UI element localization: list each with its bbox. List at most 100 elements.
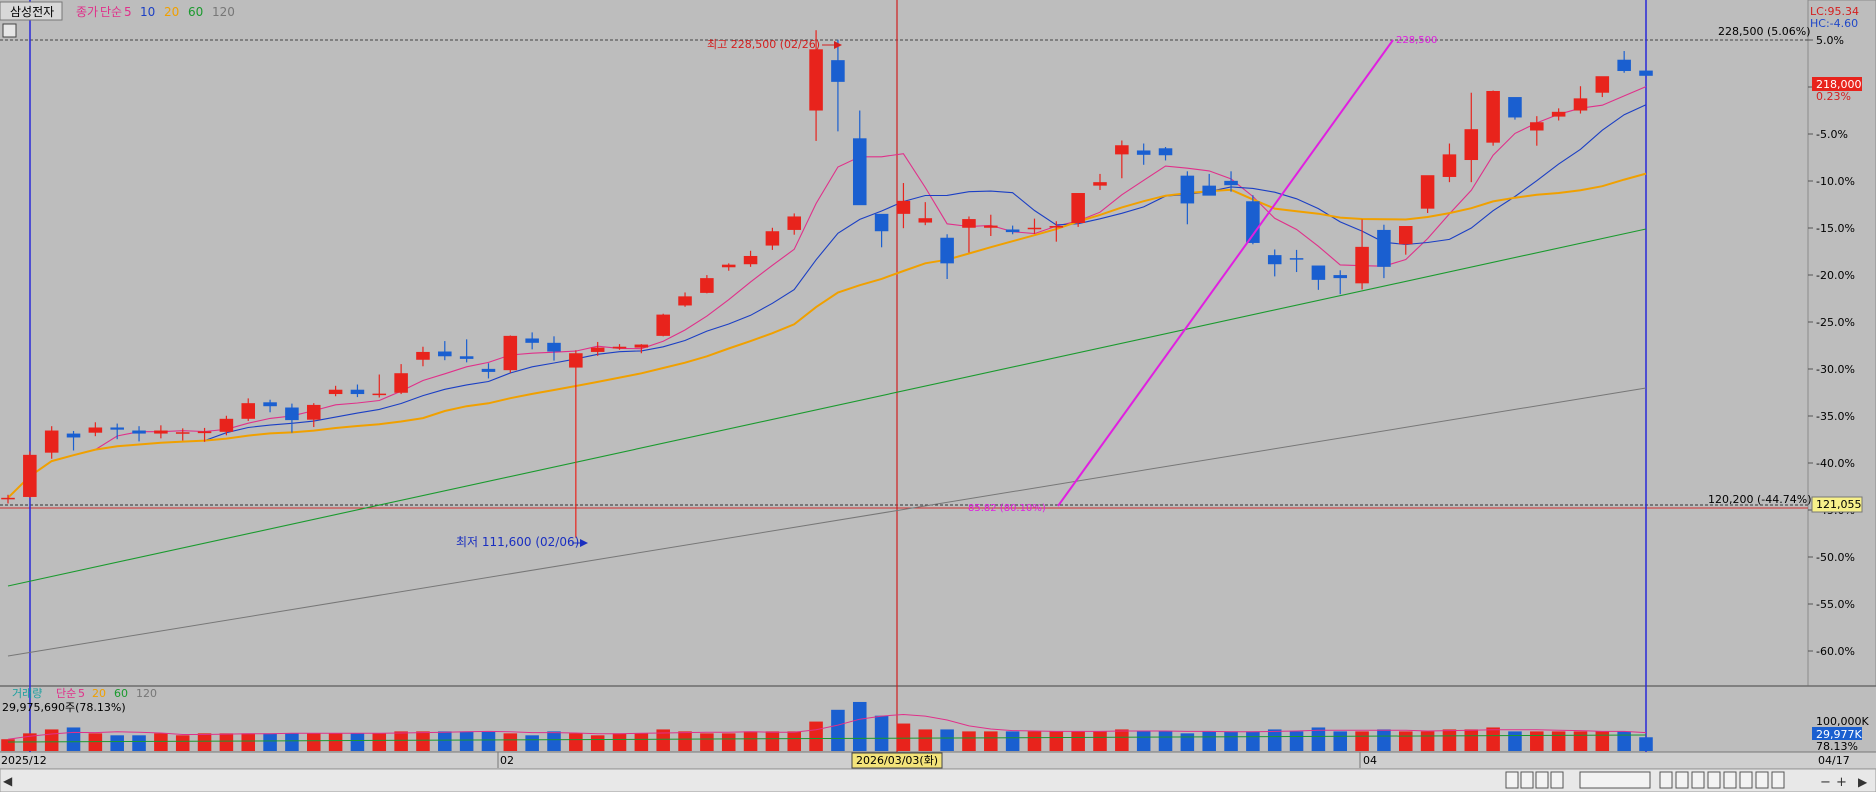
- y-tick-label: -35.0%: [1816, 410, 1855, 423]
- scroll-btn-play[interactable]: [1505, 771, 1519, 789]
- candle-body: [459, 356, 474, 359]
- current-price: 218,000: [1816, 78, 1862, 91]
- volume-bar: [241, 733, 256, 751]
- y-tick-label: -20.0%: [1816, 269, 1855, 282]
- candle-body: [1442, 154, 1457, 177]
- volume-bar: [634, 733, 649, 751]
- candle-body: [1573, 98, 1588, 111]
- trend-end-label: 228,500: [1396, 35, 1437, 46]
- scroll-btn-range[interactable]: [1579, 771, 1651, 789]
- scroll-btn-next[interactable]: [1550, 771, 1564, 789]
- candle-body: [88, 427, 103, 433]
- volume-bar: [1027, 731, 1042, 751]
- volume-bar: [1224, 731, 1238, 751]
- candle-body: [1027, 227, 1042, 230]
- zoom-in-icon[interactable]: −: [1820, 775, 1831, 790]
- candle-body: [984, 225, 998, 228]
- legend-item: 10: [140, 5, 155, 19]
- volume-pct: 78.13%: [1816, 740, 1858, 753]
- low-line-box-value: 121,055: [1816, 498, 1862, 511]
- volume-bar: [1333, 731, 1348, 751]
- candle-body: [1093, 182, 1107, 186]
- candle-body: [678, 296, 692, 306]
- volume-bar: [1639, 737, 1653, 751]
- current-price-box: [1812, 77, 1862, 91]
- scrollbar[interactable]: [0, 768, 1876, 792]
- cursor-date: 2026/03/03(화): [856, 754, 938, 767]
- volume-summary: 29,975,690주(78.13%): [2, 701, 126, 714]
- candle-body: [306, 404, 321, 420]
- low-marker-arrow: [580, 539, 588, 547]
- candle-body: [1355, 246, 1369, 284]
- candle-body: [1530, 122, 1544, 131]
- legend-item: 5: [124, 5, 132, 19]
- legend-item: 120: [212, 5, 235, 19]
- volume-bar: [1289, 731, 1304, 751]
- scroll-btn-a[interactable]: [1659, 771, 1673, 789]
- candle-body: [1115, 145, 1129, 155]
- candle-body: [416, 351, 430, 360]
- candle-body: [1464, 129, 1479, 161]
- scroll-btn-f[interactable]: [1739, 771, 1753, 789]
- volume-bar: [765, 731, 780, 751]
- volume-bar: [1486, 727, 1500, 751]
- scroll-btn-c[interactable]: [1691, 771, 1705, 789]
- volume-bar: [110, 735, 124, 751]
- candle-body: [23, 454, 37, 497]
- legend-item: 60: [188, 5, 203, 19]
- candle-body: [1071, 193, 1085, 223]
- candle-body: [1158, 148, 1173, 156]
- volume-bar: [1202, 731, 1216, 751]
- volume-bar: [394, 731, 408, 751]
- candle-body: [1005, 229, 1020, 233]
- candle-body: [132, 430, 146, 434]
- volume-bar: [809, 721, 823, 751]
- volume-bar: [438, 731, 452, 751]
- volume-bar: [612, 733, 627, 751]
- volume-bar: [328, 733, 343, 751]
- candle-body: [590, 347, 605, 352]
- volume-bar: [1551, 731, 1566, 751]
- title-box: [0, 1, 63, 21]
- volume-bar: [1398, 731, 1413, 751]
- volume-axis-label: 100,000K: [1816, 715, 1869, 728]
- xaxis-label-0: 2025/12: [1, 754, 47, 767]
- volume-current: 29,977K: [1816, 728, 1862, 741]
- volume-bar: [350, 733, 365, 751]
- volume-bar: [1530, 731, 1544, 751]
- candle-body: [765, 231, 780, 246]
- trend-line[interactable]: [1057, 39, 1394, 507]
- y-tick-label: -15.0%: [1816, 222, 1855, 235]
- scroll-controls[interactable]: ◀ − + ▶: [3, 771, 1868, 790]
- candle-body: [743, 255, 758, 265]
- scroll-btn-e[interactable]: [1723, 771, 1737, 789]
- low-line-label: 120,200 (-44.74%): [1708, 493, 1811, 506]
- volume-bar: [1246, 731, 1260, 751]
- scroll-btn-b[interactable]: [1675, 771, 1689, 789]
- candle-body: [1639, 70, 1653, 76]
- candle-body: [1486, 90, 1500, 143]
- volume-title: 거래량: [12, 687, 42, 700]
- candle-body: [700, 278, 714, 293]
- toolbar-icon[interactable]: [2, 23, 17, 38]
- volume-bar: [590, 735, 605, 751]
- trend-start-label: 85.82 (80.10%): [968, 503, 1046, 514]
- candle-body: [525, 338, 539, 343]
- scroll-btn-prev[interactable]: [1520, 771, 1534, 789]
- scroll-right-icon[interactable]: ▶: [1858, 775, 1868, 789]
- scroll-btn-d[interactable]: [1707, 771, 1721, 789]
- volume-bar: [874, 715, 889, 751]
- scroll-left-icon[interactable]: ◀: [3, 774, 13, 788]
- candle-body: [1311, 265, 1326, 280]
- candle-body: [612, 346, 627, 349]
- candle-body: [809, 49, 823, 111]
- zoom-out-icon[interactable]: +: [1836, 775, 1847, 790]
- volume-bar: [1508, 731, 1522, 751]
- scroll-btn-g[interactable]: [1755, 771, 1769, 789]
- candle-body: [263, 402, 277, 407]
- scroll-btn-h[interactable]: [1771, 771, 1785, 789]
- y-tick-label: -50.0%: [1816, 551, 1855, 564]
- volume-legend-item: 단순: [56, 687, 76, 700]
- scroll-btn-stop[interactable]: [1535, 771, 1549, 789]
